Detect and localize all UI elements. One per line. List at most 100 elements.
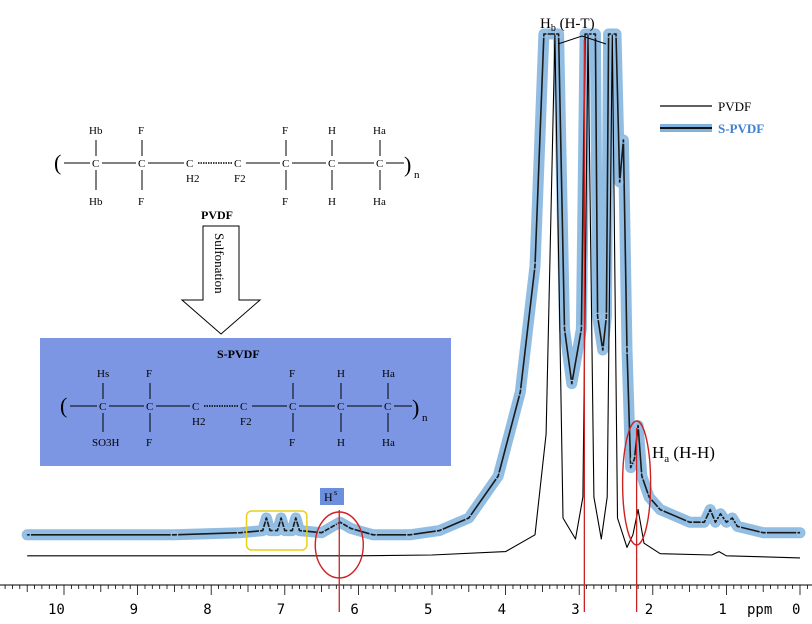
spvdf-point-52 xyxy=(759,528,768,537)
spvdf-series-line xyxy=(27,33,800,536)
spvdf-structure: S-PVDF ( C C C C C C C ) n Hs F F H Ha xyxy=(40,338,451,466)
spvdf-point-3 xyxy=(258,526,267,535)
spvdf-point-46 xyxy=(706,505,715,514)
pvdf-carbon-4: C xyxy=(234,158,241,170)
spvdf-sub-top-3: F xyxy=(289,368,295,380)
spvdf-point-17 xyxy=(406,530,414,539)
spvdf-point-49 xyxy=(722,518,731,527)
spvdf-sub-bottom-1: SO3H xyxy=(92,437,120,449)
x-tick-label-2: 2 xyxy=(645,602,653,618)
ha-peak-circle xyxy=(621,420,652,546)
sulfonation-arrow: Sulfonation xyxy=(180,225,262,335)
spvdf-point-43 xyxy=(656,505,665,514)
spvdf-carbon-3: C xyxy=(192,401,199,413)
x-tick-label-5: 5 xyxy=(424,602,432,618)
spvdf-point-13 xyxy=(328,522,337,531)
spvdf-point-47 xyxy=(711,518,720,527)
pvdf-repeat-n: n xyxy=(414,169,420,181)
spvdf-point-11 xyxy=(295,526,304,535)
pvdf-structure: ( C C C C C C C ) n Hb F F H Ha Hb xyxy=(54,125,420,222)
spvdf-point-26 xyxy=(567,379,576,388)
hs-peak-circle xyxy=(314,511,364,579)
spvdf-sub-top-1: Hs xyxy=(97,368,109,380)
pvdf-sub-top-4: H xyxy=(328,125,336,137)
aromatic-peaks-box xyxy=(245,510,308,551)
pvdf-carbon-7: C xyxy=(376,158,383,170)
pvdf-left-paren: ( xyxy=(54,150,61,175)
spvdf-box xyxy=(40,338,451,466)
x-tick-label-3: 3 xyxy=(571,602,579,618)
pvdf-series-line xyxy=(27,34,801,559)
hb-ht-annotation: Hb (H-T) xyxy=(540,16,595,34)
spvdf-point-34 xyxy=(612,30,620,38)
x-unit-label: ppm xyxy=(747,602,772,618)
spvdf-point-6 xyxy=(273,526,282,535)
x-tick-label-8: 8 xyxy=(203,602,211,618)
pvdf-sub-top-3: F xyxy=(282,125,288,137)
spvdf-point-20 xyxy=(494,472,503,480)
spvdf-point-31 xyxy=(598,346,607,354)
spvdf-point-10 xyxy=(291,514,300,522)
pvdf-right-paren: ) xyxy=(404,152,411,177)
pvdf-sub-bottom-3: F xyxy=(282,196,288,208)
spvdf-point-19 xyxy=(464,514,473,522)
x-tick-label-4: 4 xyxy=(498,602,506,618)
spvdf-series-layer xyxy=(21,28,806,541)
spvdf-sub-top-4: H xyxy=(337,368,345,380)
pvdf-sub-top-2: F xyxy=(138,125,144,137)
spvdf-point-30 xyxy=(593,312,602,321)
spvdf-sub-top-2: F xyxy=(146,368,152,380)
spvdf-repeat-n: n xyxy=(422,412,428,424)
spvdf-carbon-2: C xyxy=(146,401,153,413)
spvdf-carbon-5: C xyxy=(289,401,296,413)
spvdf-sub-top-5: Ha xyxy=(382,368,395,380)
sulfonation-label: Sulfonation xyxy=(212,233,227,294)
spvdf-point-38 xyxy=(626,463,635,472)
spvdf-point-36 xyxy=(619,136,628,144)
spvdf-structure-label: S-PVDF xyxy=(217,347,260,361)
legend: PVDF S-PVDF xyxy=(660,99,764,136)
spvdf-point-35 xyxy=(615,178,624,186)
pvdf-sub-bottom-2: F xyxy=(138,196,144,208)
pvdf-ch2-label: H2 xyxy=(186,173,199,185)
pvdf-sub-bottom-1: Hb xyxy=(89,196,103,208)
pvdf-sub-bottom-5: Ha xyxy=(373,196,386,208)
spvdf-point-8 xyxy=(280,526,289,535)
pvdf-sub-top-1: Hb xyxy=(89,125,103,137)
spvdf-point-29 xyxy=(591,30,600,38)
spvdf-point-25 xyxy=(560,325,569,333)
spvdf-point-18 xyxy=(435,526,444,535)
x-tick-label-10: 10 xyxy=(48,602,65,618)
spvdf-point-48 xyxy=(716,509,725,518)
spvdf-sub-bottom-4: H xyxy=(337,437,345,449)
spvdf-point-50 xyxy=(728,514,737,522)
hs-badge xyxy=(320,488,344,505)
spvdf-right-paren: ) xyxy=(412,395,419,420)
pvdf-carbon-3: C xyxy=(186,158,193,170)
spvdf-point-21 xyxy=(516,388,525,396)
spvdf-left-paren: ( xyxy=(60,393,67,418)
spvdf-point-23 xyxy=(540,30,548,38)
spvdf-point-2 xyxy=(236,528,245,537)
pvdf-structure-label: PVDF xyxy=(201,208,233,222)
pvdf-carbon-1: C xyxy=(92,158,99,170)
spvdf-carbon-1: C xyxy=(99,401,106,413)
x-tick-label-7: 7 xyxy=(277,602,285,618)
pvdf-carbon-5: C xyxy=(282,158,289,170)
spvdf-cf2-label: F2 xyxy=(240,416,252,428)
spvdf-point-22 xyxy=(531,262,539,270)
pvdf-sub-bottom-4: H xyxy=(328,196,336,208)
pvdf-series-layer xyxy=(27,34,801,559)
x-tick-label-9: 9 xyxy=(130,602,138,618)
legend-pvdf-label: PVDF xyxy=(718,99,751,114)
spvdf-point-42 xyxy=(645,493,653,501)
spvdf-point-45 xyxy=(700,518,709,527)
spvdf-carbon-4: C xyxy=(240,401,247,413)
hs-badge-label: H xyxy=(324,490,333,504)
spvdf-carbon-6: C xyxy=(337,401,344,413)
spvdf-point-41 xyxy=(637,472,646,480)
spvdf-ch2-label: H2 xyxy=(192,416,205,428)
